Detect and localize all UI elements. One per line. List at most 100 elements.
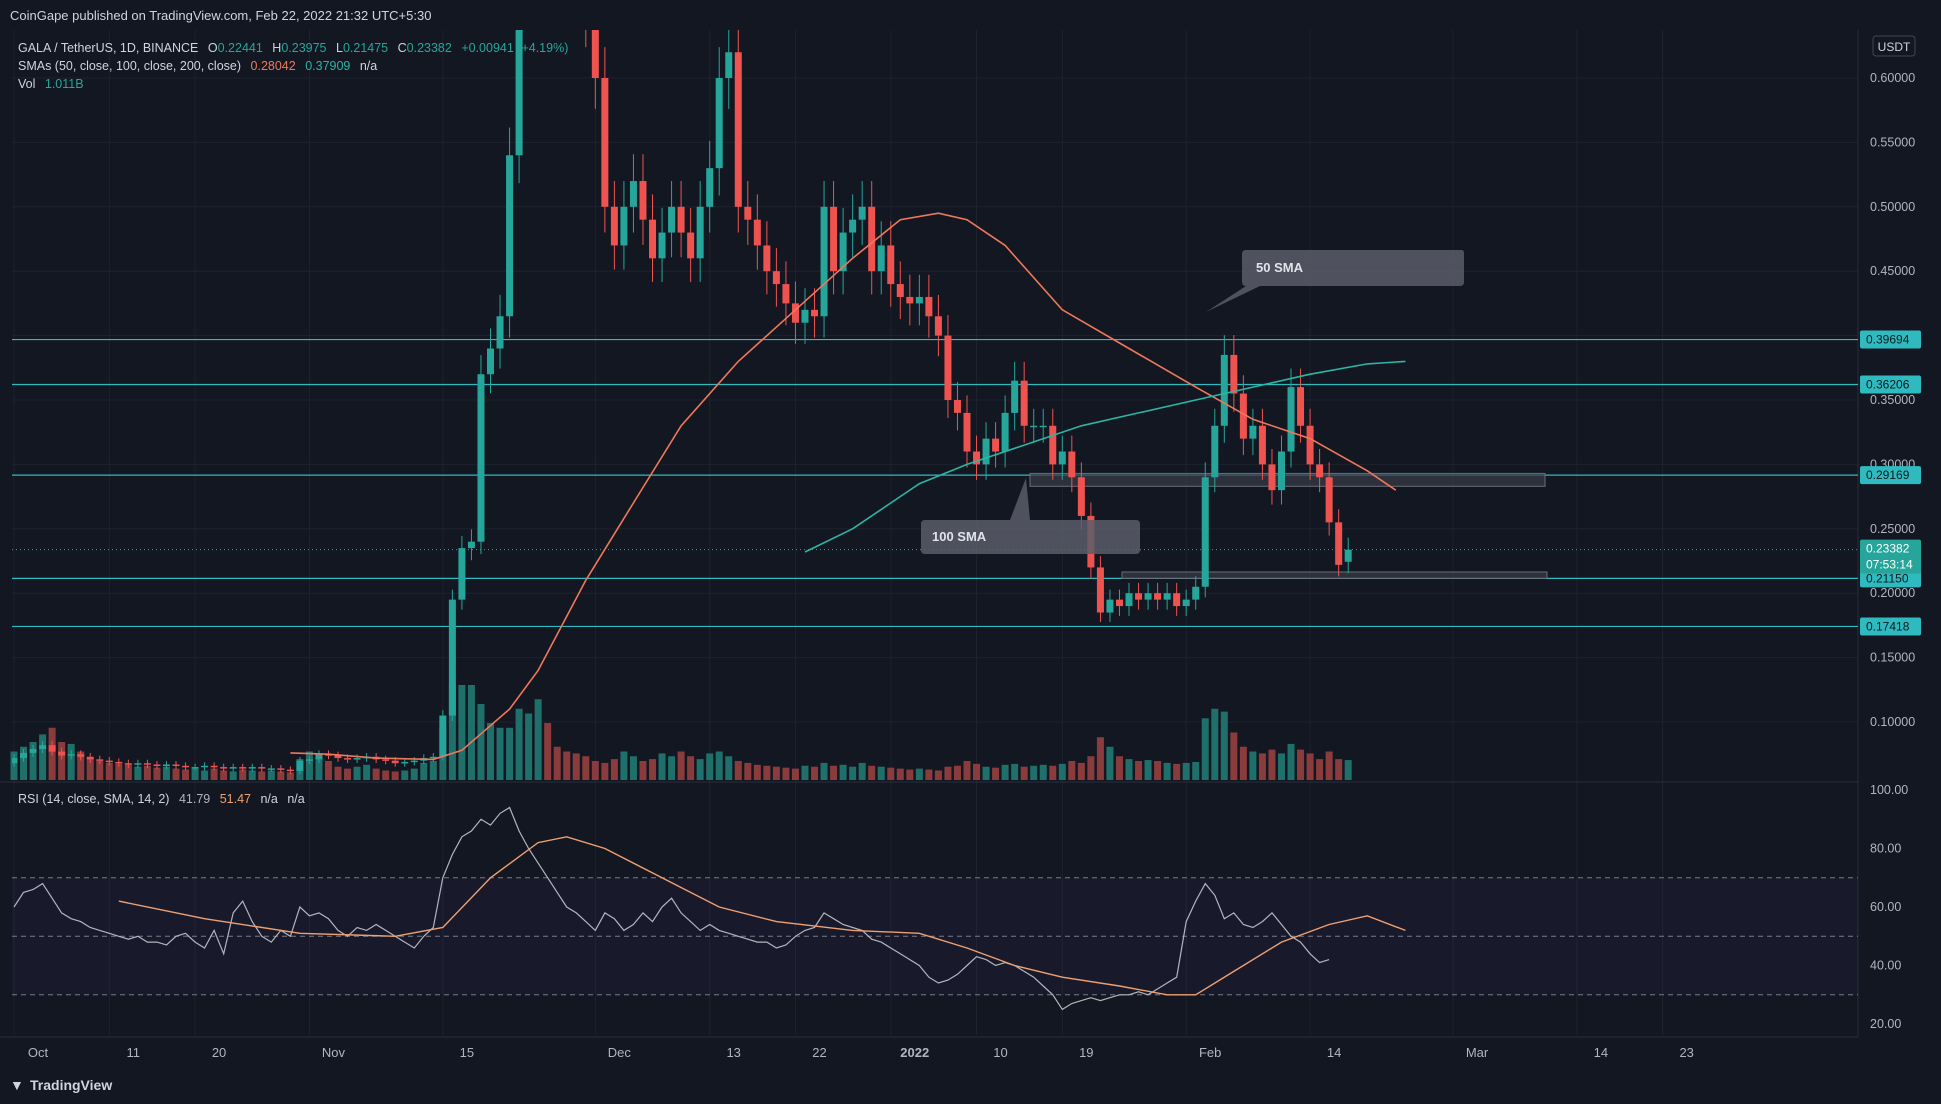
time-tick-label: Dec — [608, 1045, 632, 1060]
level-price-label: 0.17418 — [1866, 619, 1910, 633]
volume-bar — [782, 767, 790, 780]
candle-body — [77, 754, 85, 757]
volume-bar — [668, 756, 676, 780]
price-axis[interactable]: 0.100000.150000.200000.250000.300000.350… — [1860, 71, 1921, 729]
candle-body — [162, 764, 170, 767]
volume-bar — [134, 766, 142, 780]
volume-bar — [649, 759, 657, 780]
candle-body — [801, 309, 809, 323]
volume-bar — [534, 699, 542, 780]
candle-body — [839, 232, 847, 272]
candle-body — [791, 303, 799, 323]
candle-body — [267, 768, 275, 770]
volume-bar — [858, 762, 866, 780]
volume-bar — [677, 751, 685, 780]
volume-bar — [706, 753, 714, 780]
candle-body — [658, 232, 666, 259]
candle-body — [305, 759, 313, 761]
volume-bar — [801, 765, 809, 780]
candle-body — [258, 767, 266, 769]
volume-bar — [868, 765, 876, 780]
volume-bar — [763, 765, 771, 780]
candle-body — [58, 751, 66, 756]
candle-body — [1201, 477, 1209, 587]
volume-bar — [896, 768, 904, 780]
volume-bar — [934, 770, 942, 780]
volume-bar — [191, 768, 199, 780]
candle-body — [1192, 586, 1200, 600]
volume-legend: Vol 1.011B — [18, 77, 84, 91]
volume-bar — [172, 768, 180, 780]
moving-averages — [290, 212, 1406, 761]
candle-body — [782, 284, 790, 304]
candle-body — [105, 760, 113, 763]
volume-bar — [324, 761, 332, 780]
time-axis[interactable]: Oct 11 20 Nov 15 Dec 13 22 2022 10 19 Feb 14 Mar 14 23 — [28, 1045, 1694, 1060]
price-tick-label: 0.20000 — [1870, 586, 1915, 600]
volume-bar — [820, 762, 828, 780]
candle-body — [1030, 425, 1038, 428]
volume-bar — [344, 768, 352, 780]
time-tick-label: 19 — [1079, 1045, 1093, 1060]
candle-body — [48, 745, 56, 752]
candle-body — [925, 296, 933, 317]
tradingview-icon: ▼ — [10, 1077, 24, 1093]
volume-bar — [58, 742, 66, 780]
last-price-badge — [1860, 539, 1921, 574]
candle-body — [201, 765, 209, 768]
candle-body — [610, 206, 618, 246]
volume-bar — [29, 742, 37, 780]
level-price-badge — [1860, 617, 1921, 636]
candle-body — [1135, 593, 1143, 600]
candle-body — [668, 206, 676, 233]
time-tick-label: 14 — [1327, 1045, 1341, 1060]
volume-bar — [1239, 746, 1247, 780]
volume-bar — [162, 766, 170, 780]
candle-body — [401, 761, 409, 764]
volume-bar — [1182, 762, 1190, 780]
time-tick-label: 20 — [212, 1045, 226, 1060]
candle-body — [906, 296, 914, 304]
candle-body — [1058, 451, 1066, 465]
svg-text:GALA / TetherUS, 1D, BINANCE: GALA / TetherUS, 1D, BINANCE O0.22441 H0… — [18, 41, 568, 55]
currency-badge[interactable]: USDT — [1872, 35, 1916, 57]
volume-bar — [925, 769, 933, 780]
rsi-legend: RSI (14, close, SMA, 14, 2) 41.79 51.47 … — [18, 792, 305, 806]
volume-bar — [687, 756, 695, 780]
volume-bar — [1125, 759, 1133, 780]
level-price-label: 0.39694 — [1866, 333, 1910, 347]
candle-body — [591, 30, 599, 79]
candle-body — [753, 219, 761, 246]
candle-body — [182, 765, 190, 768]
volume-bar — [1297, 749, 1305, 780]
rsi-tick-label: 80.00 — [1870, 842, 1901, 856]
sma-legend: SMAs (50, close, 100, close, 200, close)… — [18, 59, 377, 73]
candle-body — [763, 245, 771, 272]
volume-bar — [210, 768, 218, 780]
candle-body — [487, 348, 494, 375]
candle-body — [992, 438, 1000, 452]
svg-text:USDT: USDT — [1878, 40, 1911, 54]
volume-bar — [830, 765, 838, 780]
volume-bar — [1058, 763, 1066, 780]
candle-body — [429, 756, 437, 759]
volume-bar — [1163, 762, 1171, 780]
rsi-sma-line — [118, 836, 1406, 996]
candle-body — [1344, 549, 1352, 562]
candle-body — [639, 181, 647, 220]
candle-body — [725, 52, 733, 78]
volume-bar — [572, 753, 580, 780]
volume-bar — [1258, 753, 1266, 780]
candle-body — [1239, 393, 1247, 439]
volume-bar — [629, 756, 637, 780]
candle-body — [601, 78, 609, 207]
candle-body — [239, 767, 247, 769]
tradingview-logo[interactable]: ▼ TradingView — [10, 1077, 112, 1093]
candle-body — [1211, 425, 1219, 478]
candle-body — [1316, 464, 1324, 478]
price-tick-label: 0.60000 — [1870, 71, 1915, 85]
candle-body — [1163, 593, 1171, 600]
candle-body — [734, 52, 742, 207]
volume-bar — [553, 746, 561, 780]
